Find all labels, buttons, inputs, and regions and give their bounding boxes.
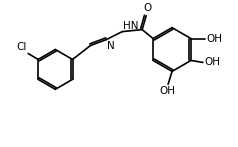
Text: N: N	[107, 41, 115, 51]
Text: HN: HN	[123, 21, 139, 31]
Text: OH: OH	[159, 86, 175, 96]
Text: Cl: Cl	[17, 42, 27, 52]
Text: OH: OH	[206, 34, 222, 44]
Text: O: O	[143, 3, 151, 13]
Text: OH: OH	[204, 57, 220, 67]
